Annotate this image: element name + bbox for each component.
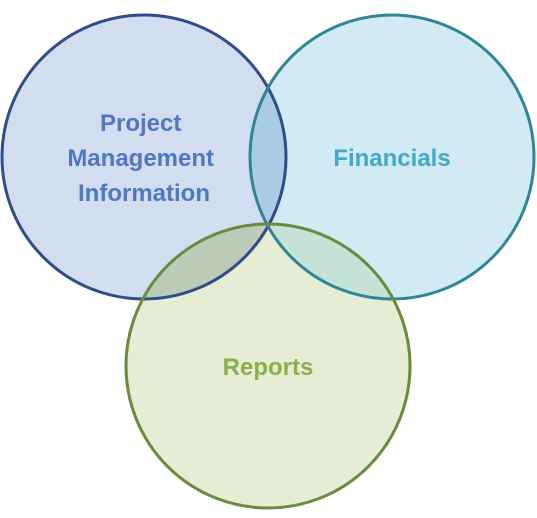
circle-financials-fill <box>250 15 534 299</box>
label-reports: Reports <box>223 354 314 381</box>
label-line-information: Information <box>78 180 210 207</box>
label-line-management: Management <box>67 145 214 172</box>
circle-reports-outline <box>124 222 412 510</box>
label-line-project: Project <box>100 110 181 137</box>
circle-project-management-fill <box>2 15 286 299</box>
circle-reports-fill <box>126 224 410 508</box>
label-line-financials: Financials <box>333 145 450 172</box>
label-line-reports: Reports <box>223 354 314 381</box>
label-project-management: Project Management Information <box>67 110 220 207</box>
label-financials: Financials <box>333 145 450 172</box>
